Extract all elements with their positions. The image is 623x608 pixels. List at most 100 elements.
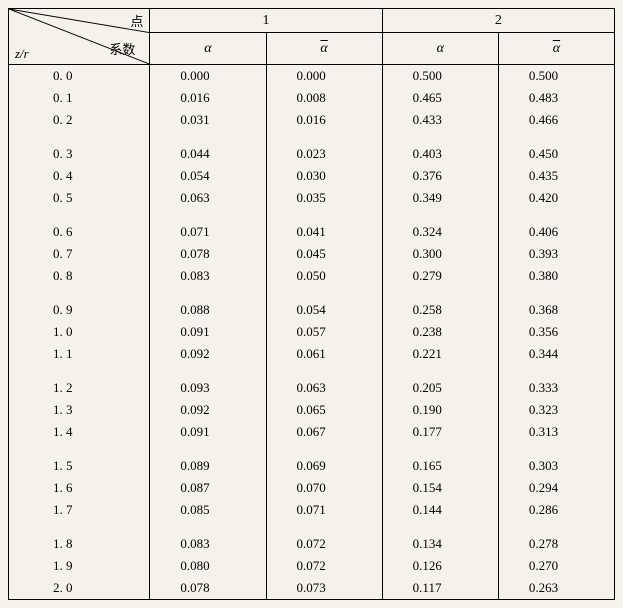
zr-cell: 2. 0 <box>9 577 150 600</box>
alpha2-cell: 0.324 <box>382 221 498 243</box>
alpha-bar1-cell: 0.069 <box>266 455 382 477</box>
alpha-bar2-cell: 0.303 <box>498 455 614 477</box>
diag-label-mid: 系数 <box>109 39 135 58</box>
group-header-2: 2 <box>382 9 614 33</box>
alpha-bar1-cell: 0.016 <box>266 109 382 131</box>
alpha1-cell: 0.083 <box>150 533 266 555</box>
zr-cell: 1. 7 <box>9 499 150 521</box>
alpha1-cell: 0.083 <box>150 265 266 287</box>
diag-label-bottom: z/r <box>15 46 29 62</box>
sub-header-alpha-bar-2: α <box>498 33 614 65</box>
zr-cell: 1. 5 <box>9 455 150 477</box>
alpha-bar1-cell: 0.041 <box>266 221 382 243</box>
alpha2-cell: 0.190 <box>382 399 498 421</box>
group-header-1: 1 <box>150 9 382 33</box>
alpha1-cell: 0.091 <box>150 421 266 443</box>
corner-diagonal-cell: 点 系数 z/r <box>9 9 150 65</box>
alpha2-cell: 0.238 <box>382 321 498 343</box>
spacer-row <box>9 521 615 533</box>
alpha2-cell: 0.258 <box>382 299 498 321</box>
alpha-bar2-cell: 0.435 <box>498 165 614 187</box>
table-row: 0. 70.0780.0450.3000.393 <box>9 243 615 265</box>
alpha2-cell: 0.177 <box>382 421 498 443</box>
zr-cell: 1. 9 <box>9 555 150 577</box>
alpha-bar2-cell: 0.500 <box>498 65 614 88</box>
alpha-bar1-cell: 0.035 <box>266 187 382 209</box>
table-row: 1. 30.0920.0650.1900.323 <box>9 399 615 421</box>
alpha2-cell: 0.279 <box>382 265 498 287</box>
zr-cell: 0. 4 <box>9 165 150 187</box>
table-row: 0. 90.0880.0540.2580.368 <box>9 299 615 321</box>
alpha-bar2-cell: 0.294 <box>498 477 614 499</box>
zr-cell: 0. 9 <box>9 299 150 321</box>
zr-cell: 0. 0 <box>9 65 150 88</box>
zr-cell: 1. 2 <box>9 377 150 399</box>
zr-cell: 0. 7 <box>9 243 150 265</box>
zr-cell: 1. 6 <box>9 477 150 499</box>
alpha2-cell: 0.300 <box>382 243 498 265</box>
alpha-bar2-cell: 0.270 <box>498 555 614 577</box>
alpha1-cell: 0.091 <box>150 321 266 343</box>
alpha1-cell: 0.063 <box>150 187 266 209</box>
alpha-bar1-cell: 0.050 <box>266 265 382 287</box>
zr-cell: 0. 5 <box>9 187 150 209</box>
data-table: 点 系数 z/r 1 2 α α α α 0. 00.0000.0000.500… <box>8 8 615 600</box>
alpha-bar2-cell: 0.313 <box>498 421 614 443</box>
alpha1-cell: 0.071 <box>150 221 266 243</box>
alpha-bar1-cell: 0.008 <box>266 87 382 109</box>
table-row: 0. 40.0540.0300.3760.435 <box>9 165 615 187</box>
zr-cell: 1. 3 <box>9 399 150 421</box>
spacer-row <box>9 365 615 377</box>
table-row: 1. 90.0800.0720.1260.270 <box>9 555 615 577</box>
alpha2-cell: 0.500 <box>382 65 498 88</box>
table-row: 0. 20.0310.0160.4330.466 <box>9 109 615 131</box>
alpha-bar2-cell: 0.286 <box>498 499 614 521</box>
alpha2-cell: 0.134 <box>382 533 498 555</box>
alpha-bar1-cell: 0.065 <box>266 399 382 421</box>
table-row: 0. 30.0440.0230.4030.450 <box>9 143 615 165</box>
alpha-bar2-cell: 0.278 <box>498 533 614 555</box>
zr-cell: 0. 1 <box>9 87 150 109</box>
alpha-bar1-cell: 0.030 <box>266 165 382 187</box>
alpha-bar1-cell: 0.057 <box>266 321 382 343</box>
sub-header-alpha-bar-1: α <box>266 33 382 65</box>
alpha-bar2-cell: 0.368 <box>498 299 614 321</box>
alpha-bar2-cell: 0.406 <box>498 221 614 243</box>
alpha1-cell: 0.088 <box>150 299 266 321</box>
alpha1-cell: 0.087 <box>150 477 266 499</box>
alpha2-cell: 0.349 <box>382 187 498 209</box>
table-row: 0. 10.0160.0080.4650.483 <box>9 87 615 109</box>
alpha2-cell: 0.144 <box>382 499 498 521</box>
zr-cell: 1. 0 <box>9 321 150 343</box>
alpha-bar2-cell: 0.466 <box>498 109 614 131</box>
table-row: 1. 20.0930.0630.2050.333 <box>9 377 615 399</box>
alpha1-cell: 0.031 <box>150 109 266 131</box>
table-row: 1. 40.0910.0670.1770.313 <box>9 421 615 443</box>
table-header: 点 系数 z/r 1 2 α α α α <box>9 9 615 65</box>
alpha-bar1-cell: 0.067 <box>266 421 382 443</box>
alpha1-cell: 0.089 <box>150 455 266 477</box>
zr-cell: 1. 8 <box>9 533 150 555</box>
table-row: 0. 00.0000.0000.5000.500 <box>9 65 615 88</box>
table-row: 1. 50.0890.0690.1650.303 <box>9 455 615 477</box>
alpha1-cell: 0.085 <box>150 499 266 521</box>
zr-cell: 0. 8 <box>9 265 150 287</box>
zr-cell: 0. 2 <box>9 109 150 131</box>
alpha-bar1-cell: 0.073 <box>266 577 382 600</box>
table-body: 0. 00.0000.0000.5000.5000. 10.0160.0080.… <box>9 65 615 600</box>
sub-header-alpha-2: α <box>382 33 498 65</box>
alpha2-cell: 0.433 <box>382 109 498 131</box>
alpha2-cell: 0.165 <box>382 455 498 477</box>
alpha-bar2-cell: 0.450 <box>498 143 614 165</box>
diag-label-top: 点 <box>130 11 143 30</box>
table-row: 2. 00.0780.0730.1170.263 <box>9 577 615 600</box>
alpha1-cell: 0.000 <box>150 65 266 88</box>
alpha-bar2-cell: 0.393 <box>498 243 614 265</box>
table-row: 1. 60.0870.0700.1540.294 <box>9 477 615 499</box>
alpha-bar2-cell: 0.323 <box>498 399 614 421</box>
spacer-row <box>9 443 615 455</box>
alpha-bar1-cell: 0.072 <box>266 533 382 555</box>
alpha1-cell: 0.078 <box>150 577 266 600</box>
table-row: 1. 80.0830.0720.1340.278 <box>9 533 615 555</box>
alpha-bar1-cell: 0.072 <box>266 555 382 577</box>
